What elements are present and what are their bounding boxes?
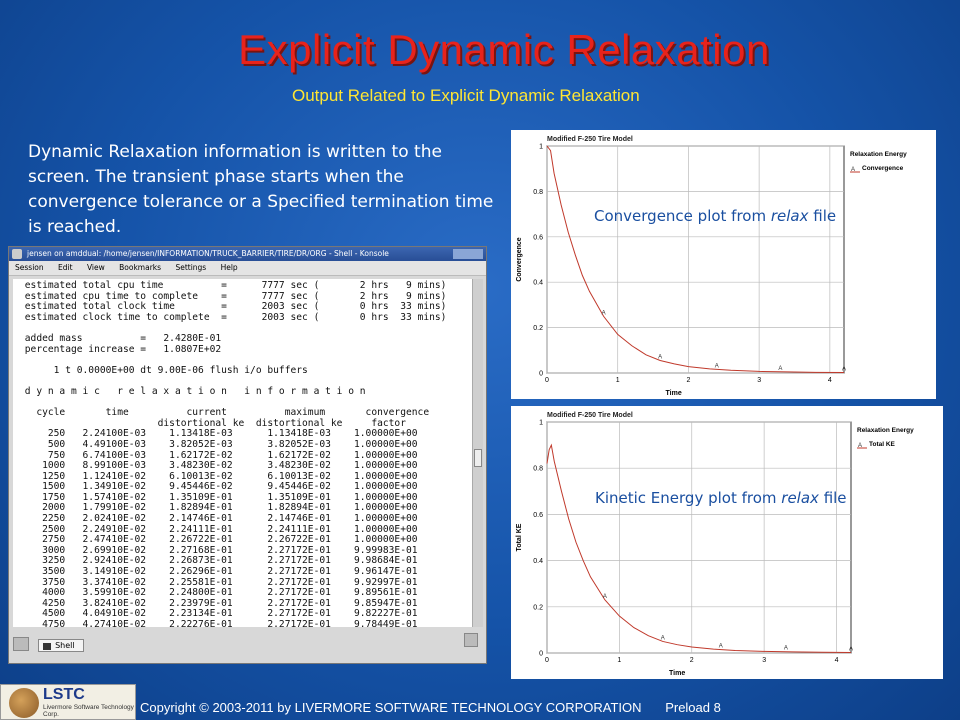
x-tick-label: 1 bbox=[616, 377, 620, 384]
convergence-plot-caption: Convergence plot from relax file bbox=[594, 207, 836, 225]
y-axis-label: Convergence bbox=[516, 237, 523, 281]
intro-text: Dynamic Relaxation information is writte… bbox=[28, 142, 494, 237]
x-tick-label: 2 bbox=[690, 657, 694, 664]
chart-title: Modified F-250 Tire Model bbox=[547, 136, 633, 143]
x-axis-label: Time bbox=[669, 670, 685, 677]
y-tick-label: 0.2 bbox=[533, 325, 543, 332]
y-tick-label: 1 bbox=[539, 420, 543, 427]
chart-svg: Modified F-250 Tire Model 0 1 2 3 4 0 0.2 0.4 0.6… bbox=[516, 412, 914, 677]
terminal-icon bbox=[12, 249, 22, 259]
menu-view[interactable]: View bbox=[86, 263, 105, 272]
logo-subtitle: Livermore Software Technology Corp. bbox=[43, 704, 134, 718]
caption-text: Convergence plot from bbox=[594, 207, 771, 225]
caption-suffix: file bbox=[808, 207, 837, 225]
window-titlebar[interactable]: jensen on amddual: /home/jensen/INFORMAT… bbox=[9, 247, 486, 261]
y-tick-label: 0.8 bbox=[533, 189, 543, 196]
series-line bbox=[546, 443, 852, 654]
x-tick-label: 2 bbox=[686, 377, 690, 384]
kinetic-energy-plot: Modified F-250 Tire Model 0 1 2 3 4 0 0.2 0.4 0.6… bbox=[511, 406, 943, 679]
series-marker: A bbox=[842, 367, 846, 373]
scrollbar-thumb[interactable] bbox=[474, 449, 482, 467]
window-controls[interactable] bbox=[453, 249, 483, 259]
page-label: Preload 8 bbox=[665, 700, 721, 715]
legend-title: Relaxation Energy bbox=[850, 151, 907, 158]
legend-marker: A bbox=[858, 443, 862, 449]
menu-help[interactable]: Help bbox=[220, 263, 238, 272]
kinetic-energy-plot-caption: Kinetic Energy plot from relax file bbox=[595, 489, 847, 507]
konsole-window: jensen on amddual: /home/jensen/INFORMAT… bbox=[8, 246, 487, 664]
x-tick-label: 4 bbox=[835, 657, 839, 664]
legend-entry: Convergence bbox=[862, 165, 904, 172]
legend-entry: Total KE bbox=[869, 441, 896, 448]
y-axis-label: Total KE bbox=[516, 523, 523, 551]
y-tick-label: 0 bbox=[539, 651, 543, 658]
x-axis-label: Time bbox=[666, 390, 682, 397]
series-line bbox=[546, 145, 845, 374]
y-tick-label: 0 bbox=[539, 371, 543, 378]
x-tick-label: 3 bbox=[762, 657, 766, 664]
x-tick-label: 4 bbox=[828, 377, 832, 384]
terminal-output[interactable]: estimated total cpu time = 7777 sec ( 2 … bbox=[13, 279, 475, 627]
y-tick-label: 0.6 bbox=[533, 512, 543, 519]
y-tick-label: 0.2 bbox=[533, 604, 543, 611]
tab-shell[interactable]: Shell bbox=[38, 639, 84, 652]
x-tick-label: 0 bbox=[545, 377, 549, 384]
menu-edit[interactable]: Edit bbox=[58, 263, 73, 272]
series-marker: A bbox=[715, 363, 719, 369]
caption-italic: relax bbox=[781, 489, 819, 507]
new-session-icon[interactable] bbox=[13, 636, 29, 651]
caption-text: Kinetic Energy plot from bbox=[595, 489, 782, 507]
caption-suffix: file bbox=[818, 489, 847, 507]
caption-italic: relax bbox=[770, 207, 809, 225]
series-marker: A bbox=[778, 366, 782, 372]
series-marker: A bbox=[719, 644, 723, 650]
slide-subtitle: Output Related to Explicit Dynamic Relax… bbox=[292, 86, 640, 105]
x-tick-label: 1 bbox=[617, 657, 621, 664]
copyright-text: Copyright © 2003-2011 by LIVERMORE SOFTW… bbox=[140, 700, 642, 715]
legend-title: Relaxation Energy bbox=[857, 427, 914, 434]
globe-icon bbox=[9, 688, 39, 718]
terminal-text: estimated total cpu time = 7777 sec ( 2 … bbox=[24, 280, 447, 627]
logo-name: LSTC bbox=[43, 686, 85, 703]
y-tick-label: 0.6 bbox=[533, 234, 543, 241]
menu-session[interactable]: Session bbox=[15, 263, 44, 272]
menu-bookmarks[interactable]: Bookmarks bbox=[119, 263, 162, 272]
scrollbar[interactable] bbox=[472, 279, 483, 627]
x-tick-label: 0 bbox=[545, 657, 549, 664]
slide-title: Explicit Dynamic Relaxation bbox=[238, 26, 770, 73]
y-tick-label: 0.8 bbox=[533, 466, 543, 473]
y-tick-label: 0.4 bbox=[533, 280, 543, 287]
lstc-logo: LSTC Livermore Software Technology Corp. bbox=[0, 684, 136, 720]
plot-frame bbox=[546, 145, 845, 374]
series-marker: A bbox=[658, 355, 662, 361]
chart-svg: Modified F-250 Tire Model 0 1 2 3 4 0 0.2 0.4 0.6… bbox=[516, 136, 907, 397]
series-marker: A bbox=[849, 647, 853, 653]
close-session-icon[interactable] bbox=[464, 633, 478, 647]
chart-title: Modified F-250 Tire Model bbox=[547, 412, 633, 419]
plot-frame bbox=[546, 421, 852, 654]
menu-bar: Session Edit View Bookmarks Settings Hel… bbox=[9, 261, 486, 276]
session-tabbar: Shell bbox=[13, 633, 475, 652]
menu-settings[interactable]: Settings bbox=[175, 263, 207, 272]
convergence-plot: Modified F-250 Tire Model 0 1 2 3 4 0 0.2 0.4 0.6… bbox=[511, 130, 936, 399]
series-marker: A bbox=[784, 646, 788, 652]
window-title: jensen on amddual: /home/jensen/INFORMAT… bbox=[27, 249, 389, 258]
series-marker: A bbox=[661, 635, 665, 641]
y-tick-label: 1 bbox=[539, 144, 543, 151]
y-tick-label: 0.4 bbox=[533, 558, 543, 565]
footer: Copyright © 2003-2011 by LIVERMORE SOFTW… bbox=[140, 700, 721, 715]
legend-marker: A bbox=[851, 167, 855, 173]
x-tick-label: 3 bbox=[757, 377, 761, 384]
series-marker: A bbox=[602, 310, 606, 316]
series-marker: A bbox=[603, 594, 607, 600]
